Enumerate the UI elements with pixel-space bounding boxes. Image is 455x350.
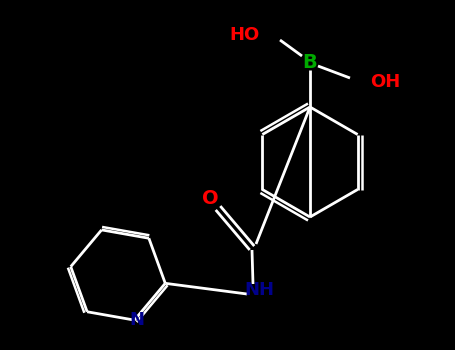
Text: N: N (129, 311, 144, 329)
Text: HO: HO (230, 26, 260, 44)
Text: B: B (303, 52, 318, 71)
Text: NH: NH (244, 281, 274, 299)
Text: O: O (202, 189, 218, 208)
Text: OH: OH (370, 73, 400, 91)
